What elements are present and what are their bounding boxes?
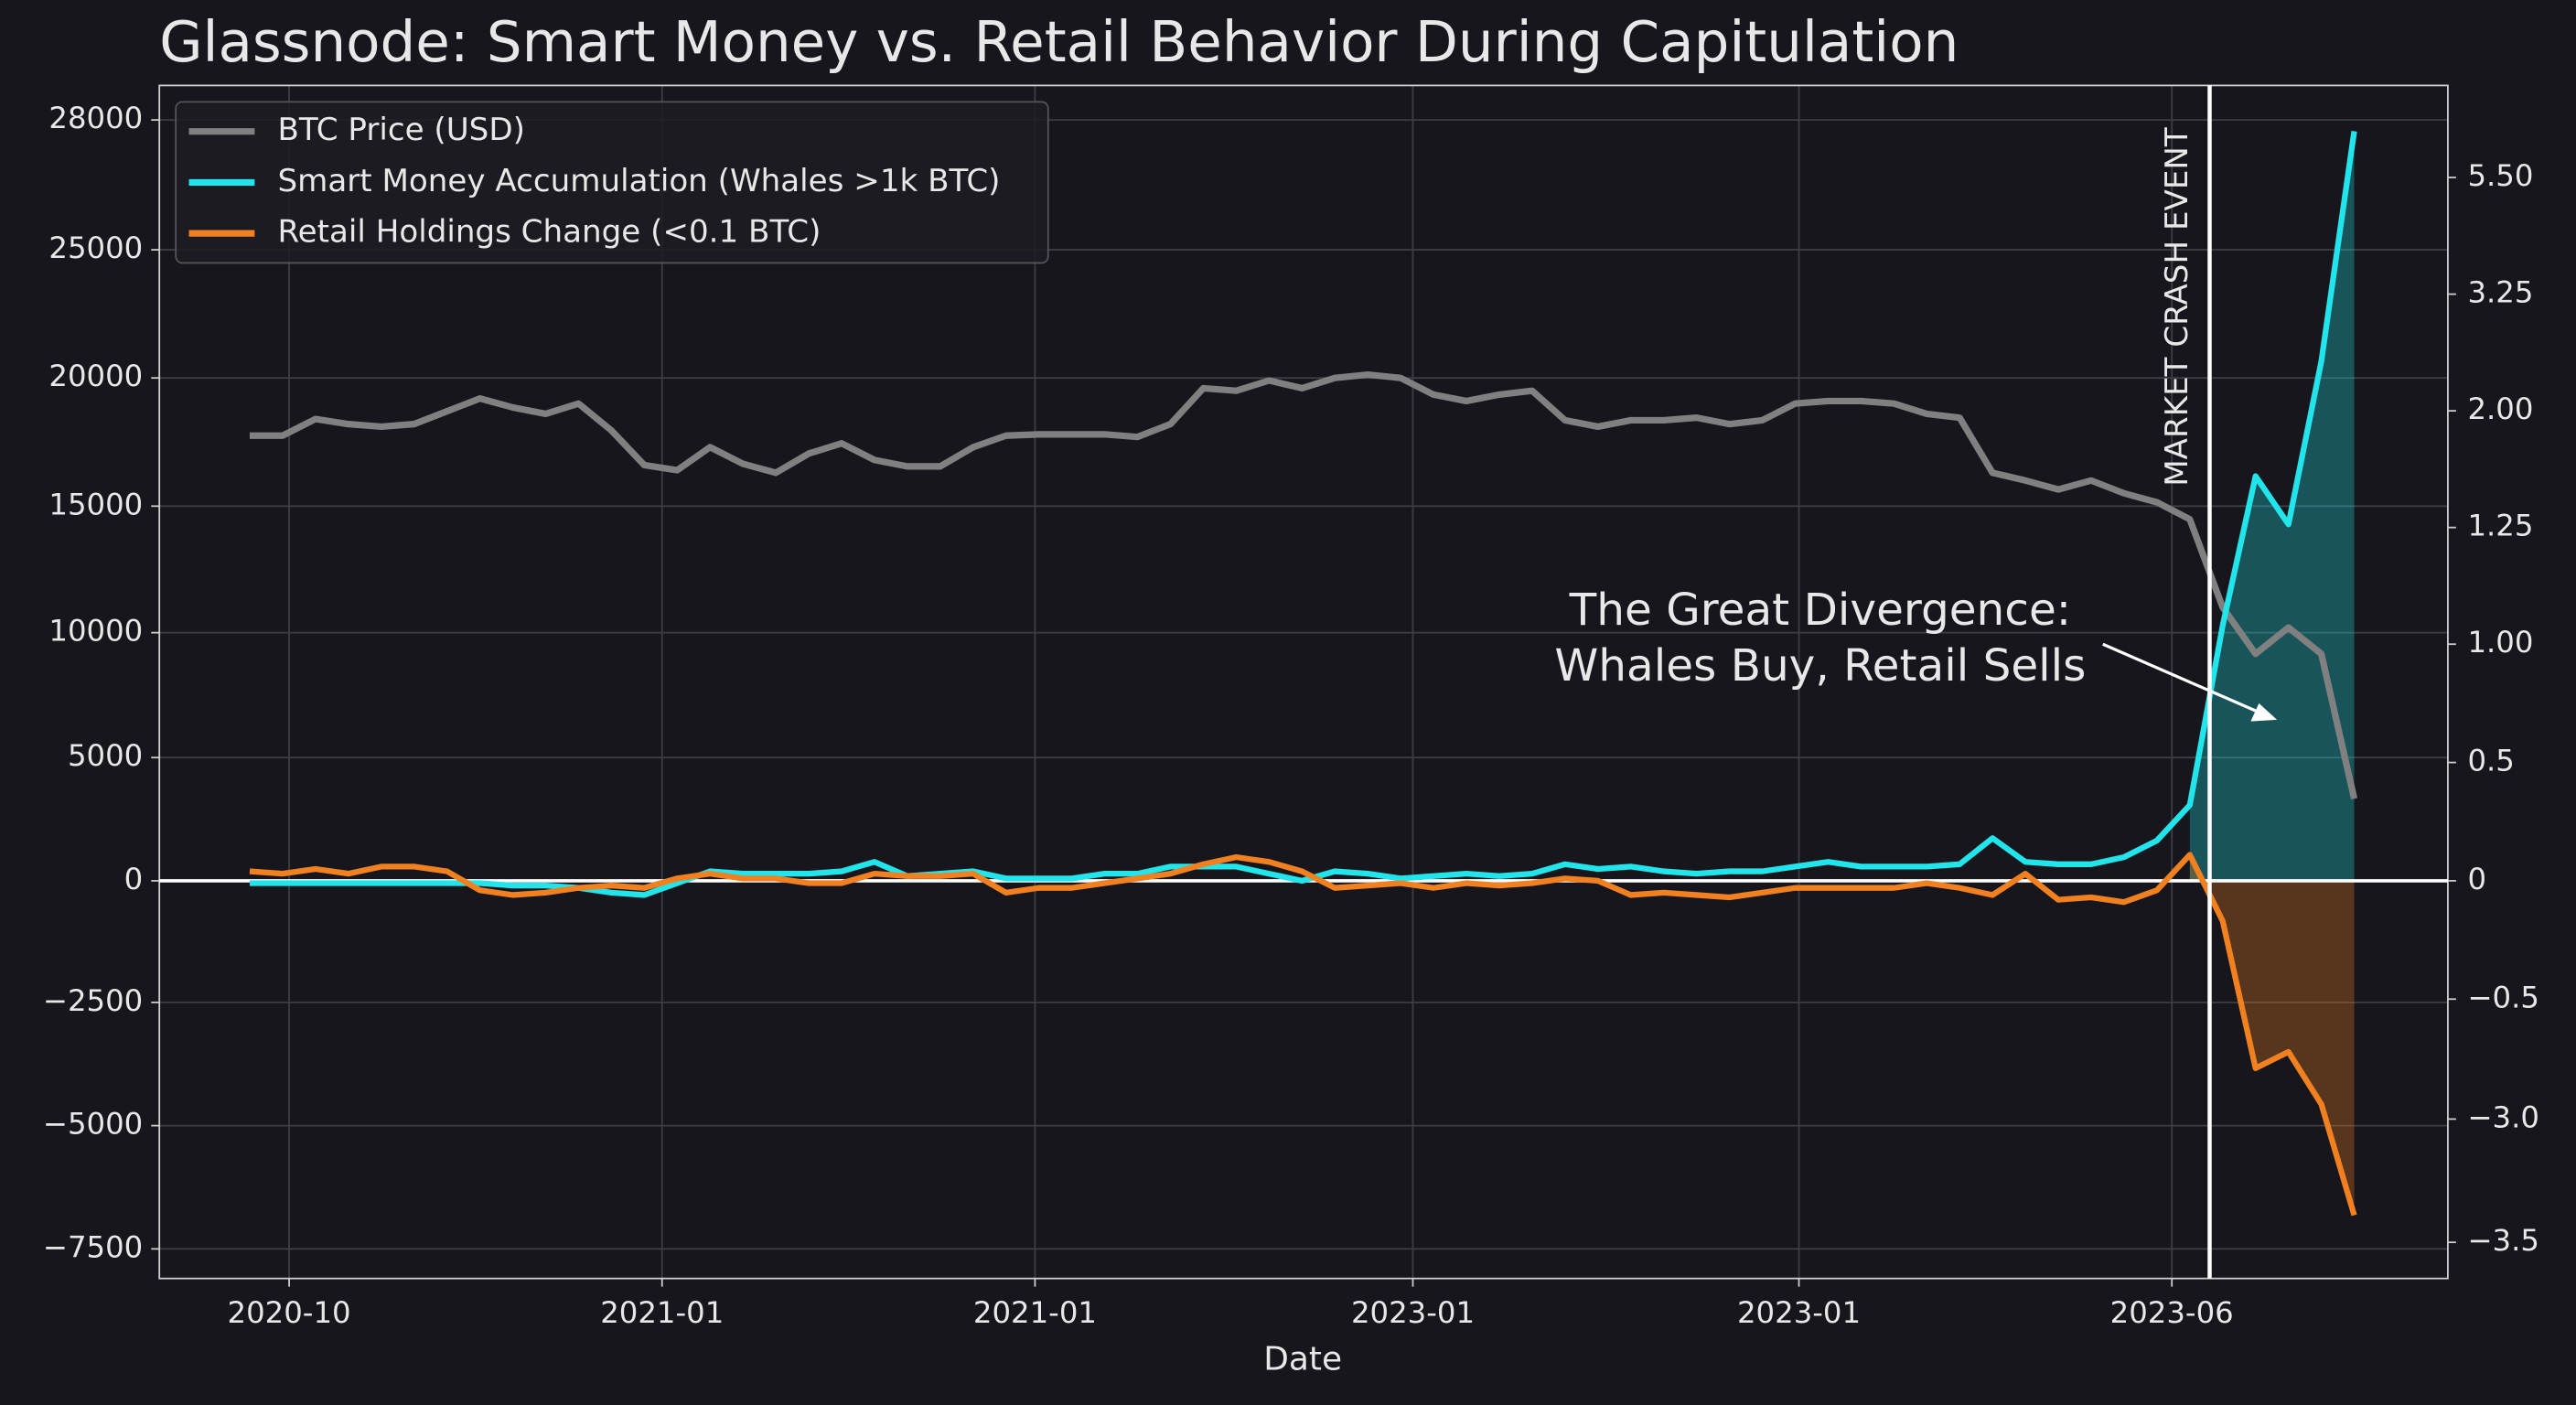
legend-label: BTC Price (USD): [278, 112, 525, 148]
x-tick-label: 2020-10: [228, 1295, 351, 1330]
annotation-text: Whales Buy, Retail Sells: [1554, 640, 2086, 692]
y-tick-label: 5000: [68, 738, 143, 773]
y-tick-label: −5000: [43, 1107, 143, 1142]
y-tick-label: 20000: [48, 359, 143, 393]
legend: BTC Price (USD) Smart Money Accumulation …: [175, 101, 1049, 264]
y2-tick-label: 2.00: [2467, 391, 2533, 426]
y-tick-label: −2500: [43, 983, 143, 1018]
y-tick-label: 0: [124, 862, 144, 896]
y2-tick-label: −3.0: [2467, 1099, 2538, 1134]
x-tick-label: 2023-06: [2110, 1295, 2234, 1330]
y2-tick-label: −0.5: [2467, 980, 2538, 1014]
y-tick-label: 10000: [48, 614, 143, 649]
x-tick-label: 2021-01: [600, 1295, 724, 1330]
x-tick-label: 2023-01: [1737, 1295, 1861, 1330]
annotation-arrowhead: [2250, 702, 2278, 722]
y2-tick-label: 3.25: [2467, 275, 2533, 310]
x-tick-label: 2021-01: [973, 1295, 1097, 1330]
y-tick-label: −7500: [43, 1229, 143, 1264]
x-tick-label: 2023-01: [1351, 1295, 1475, 1330]
y2-tick-label: −3.5: [2467, 1223, 2538, 1258]
legend-box: [175, 101, 1049, 264]
y2-tick-label: 1.00: [2467, 625, 2533, 660]
series-line: [249, 852, 2357, 1217]
y2-tick-label: 5.50: [2467, 158, 2533, 193]
y-tick-label: 25000: [48, 231, 143, 265]
plot-frame: [158, 84, 2449, 1280]
divergence-fill: [2189, 131, 2355, 881]
y-tick-label: 28000: [48, 101, 143, 135]
crash-label: MARKET CRASH EVENT: [2159, 127, 2195, 487]
chart-title: Glassnode: Smart Money vs. Retail Behavi…: [159, 10, 1959, 75]
y2-tick-label: 1.25: [2467, 509, 2533, 543]
legend-label: Retail Holdings Change (<0.1 BTC): [278, 214, 821, 251]
y2-tick-label: 0.5: [2467, 744, 2514, 778]
series-line: [249, 370, 2358, 799]
y-tick-label: 15000: [48, 487, 143, 521]
legend-label: Smart Money Accumulation (Whales >1k BTC…: [278, 163, 1001, 199]
x-axis-label: Date: [1263, 1340, 1342, 1378]
annotation-arrow: [2102, 642, 2259, 713]
y2-tick-label: 0: [2467, 862, 2486, 896]
annotation-text: The Great Divergence:: [1569, 585, 2071, 636]
series-line: [249, 130, 2357, 898]
